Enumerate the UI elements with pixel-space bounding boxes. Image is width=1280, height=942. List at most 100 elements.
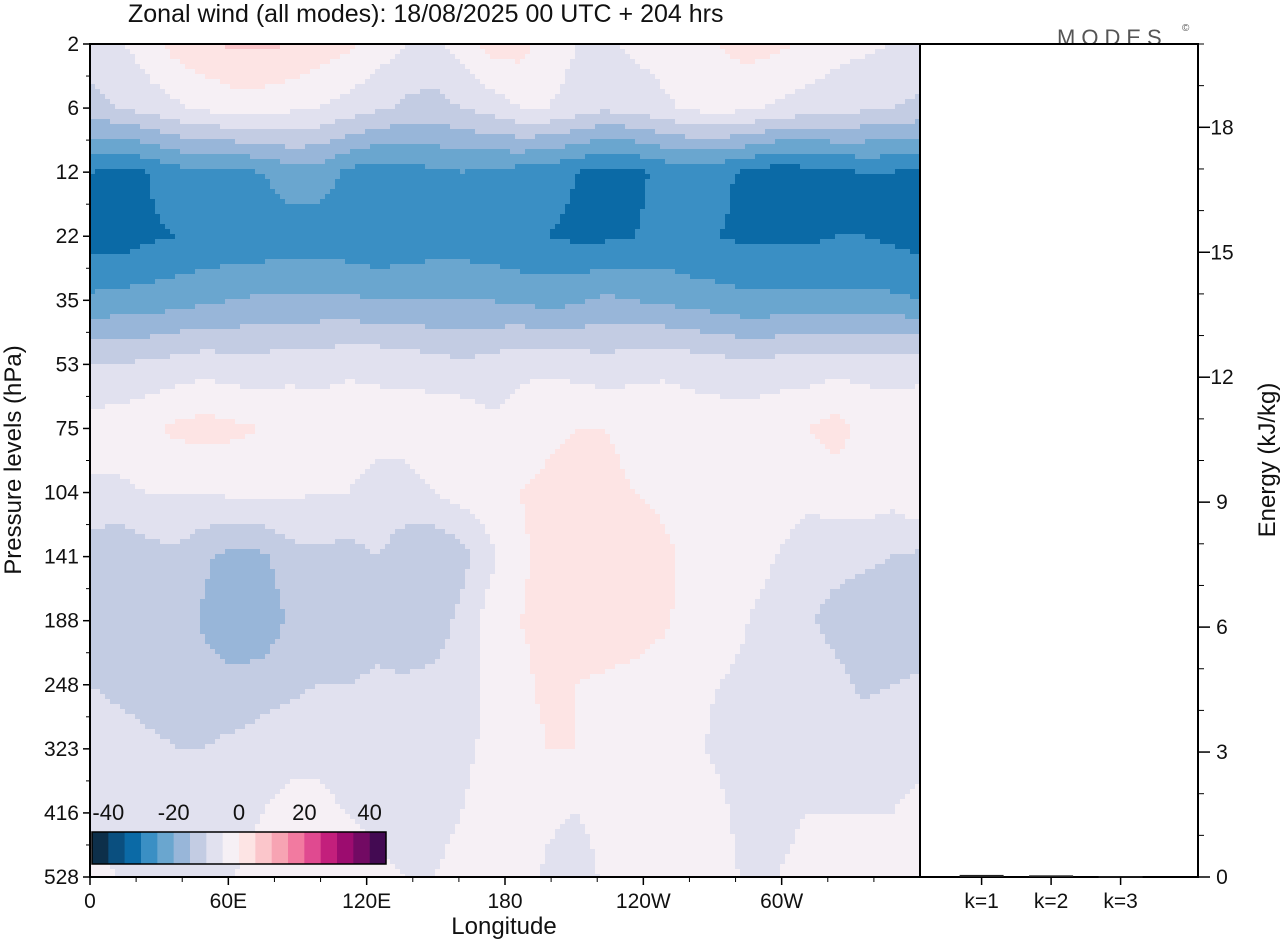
- heat-cell: [670, 624, 746, 630]
- heat-cell: [90, 179, 151, 185]
- heat-cell: [480, 644, 531, 650]
- heat-cell: [275, 569, 466, 575]
- heat-cell: [555, 834, 591, 840]
- heat-cell: [265, 654, 441, 660]
- heat-cell: [595, 384, 626, 390]
- heat-cell: [200, 609, 286, 615]
- heat-cell: [270, 644, 446, 650]
- heat-cell: [325, 784, 471, 790]
- heat-cell: [485, 589, 526, 595]
- heat-cell: [165, 44, 226, 50]
- heat-cell: [730, 209, 921, 215]
- heat-cell: [895, 804, 921, 810]
- heat-cell: [160, 159, 281, 165]
- heat-cell: [90, 649, 216, 655]
- heat-cell: [755, 154, 856, 160]
- heat-cell: [625, 474, 921, 480]
- heat-cell: [725, 159, 921, 165]
- heat-cell: [865, 139, 921, 145]
- heat-cell: [720, 679, 851, 685]
- heat-cell: [105, 404, 486, 410]
- heat-cell: [520, 489, 636, 495]
- heat-cell: [280, 44, 356, 50]
- heat-cell: [475, 354, 726, 360]
- heat-cell: [90, 699, 111, 705]
- heat-cell: [620, 454, 921, 460]
- heat-cell: [595, 124, 626, 130]
- heat-cell: [115, 104, 186, 110]
- y-axis-label: Pressure levels (hPa): [0, 345, 27, 574]
- heat-cell: [90, 644, 211, 650]
- heat-cell: [445, 529, 486, 535]
- heat-cell: [530, 569, 676, 575]
- heat-cell: [145, 394, 461, 400]
- heat-cell: [280, 624, 451, 630]
- heat-cell: [265, 174, 341, 180]
- heat-cell: [760, 594, 831, 600]
- heat-cell: [90, 349, 201, 355]
- heat-cell: [795, 839, 921, 845]
- heat-cell: [490, 534, 531, 540]
- heat-cell: [180, 164, 356, 170]
- heat-cell: [730, 804, 896, 810]
- heat-cell: [840, 659, 921, 665]
- heat-cell: [725, 674, 851, 680]
- brand-logo: MODES: [1057, 25, 1168, 50]
- heat-cell: [525, 609, 671, 615]
- heat-cell: [800, 164, 921, 170]
- heat-cell: [90, 754, 476, 760]
- colorbar-swatch: [157, 832, 174, 864]
- heat-cell: [710, 759, 921, 765]
- heat-cell: [830, 69, 921, 75]
- heat-cell: [495, 544, 531, 550]
- heat-cell: [480, 654, 531, 660]
- heat-cell: [90, 454, 551, 460]
- heat-cell: [715, 769, 921, 775]
- colorbar-tick-label: -20: [158, 800, 190, 825]
- heat-cell: [480, 44, 531, 50]
- heat-cell: [565, 204, 646, 210]
- heat-cell: [280, 159, 326, 165]
- heat-cell: [370, 144, 441, 150]
- heat-cell: [480, 724, 546, 730]
- heat-cell: [530, 654, 641, 660]
- heat-cell: [575, 699, 716, 705]
- heat-cell: [620, 44, 721, 50]
- heat-cell: [650, 644, 741, 650]
- heat-cell: [435, 874, 541, 878]
- heat-cell: [375, 839, 451, 845]
- heat-cell: [670, 619, 751, 625]
- heat-cell: [275, 529, 396, 535]
- heat-cell: [280, 789, 331, 795]
- heat-cell: [130, 49, 171, 55]
- heat-cell: [745, 144, 921, 150]
- heat-cell: [390, 859, 441, 865]
- heat-cell: [90, 634, 206, 640]
- heat-cell: [835, 649, 921, 655]
- heat-cell: [110, 99, 181, 105]
- heat-cell: [90, 84, 96, 90]
- heat-cell: [475, 74, 566, 80]
- heat-cell: [830, 594, 921, 600]
- y-tick-label: 2: [67, 33, 79, 56]
- heat-cell: [470, 764, 716, 770]
- heat-cell: [735, 109, 861, 115]
- heat-cell: [820, 439, 846, 445]
- heat-cell: [90, 799, 271, 805]
- heat-cell: [275, 579, 466, 585]
- heat-cell: [845, 669, 921, 675]
- heat-cell: [675, 584, 766, 590]
- heat-cell: [530, 534, 671, 540]
- heat-cell: [455, 829, 556, 835]
- heat-cell: [90, 149, 181, 155]
- heat-cell: [565, 69, 651, 75]
- heat-cell: [905, 794, 921, 800]
- heat-cell: [340, 174, 576, 180]
- heat-cell: [675, 304, 921, 310]
- heat-cell: [435, 659, 481, 665]
- heat-cell: [380, 664, 426, 670]
- heat-cell: [645, 169, 741, 175]
- heat-cell: [155, 199, 286, 205]
- heat-cell: [350, 489, 436, 495]
- heat-cell: [270, 564, 471, 570]
